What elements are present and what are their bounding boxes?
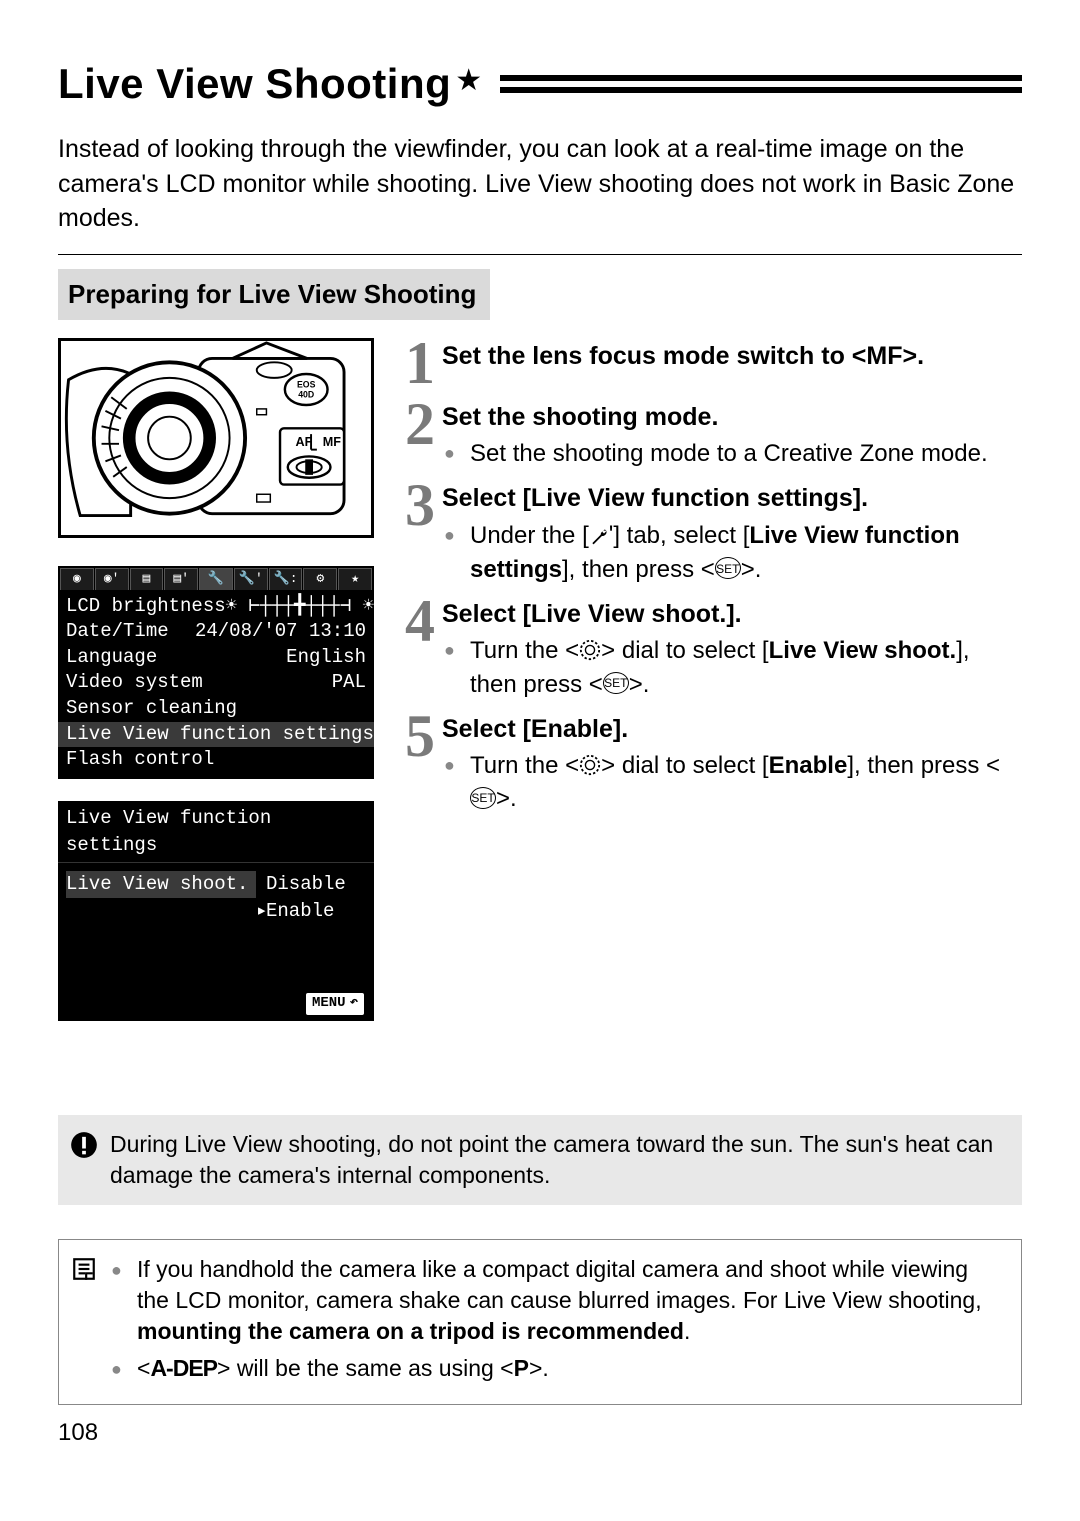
- lcd-menu-row: Video systemPAL: [66, 670, 366, 696]
- step-bullet: ●Turn the <> dial to select [Live View s…: [444, 634, 1022, 700]
- svg-text:40D: 40D: [298, 389, 314, 399]
- step-bullet: ●Set the shooting mode to a Creative Zon…: [444, 437, 1022, 470]
- step-number: 1: [398, 338, 442, 389]
- wrench-icon: ': [589, 518, 614, 551]
- step-title: Select [Enable].: [442, 713, 1022, 746]
- step: 3Select [Live View function settings]. ●U…: [398, 480, 1022, 586]
- step: 1Set the lens focus mode switch to <MF>.: [398, 338, 1022, 389]
- steps-list: 1Set the lens focus mode switch to <MF>.…: [398, 338, 1022, 1021]
- step-bullet: ●Turn the <> dial to select [Enable], th…: [444, 749, 1022, 815]
- intro-paragraph: Instead of looking through the viewfinde…: [58, 132, 1022, 236]
- set-icon: SET: [715, 557, 741, 579]
- set-icon: SET: [603, 672, 629, 694]
- tip-note: ●If you handhold the camera like a compa…: [58, 1239, 1022, 1405]
- page-title-row: Live View Shooting ★: [58, 60, 1022, 108]
- step-title: Select [Live View shoot.].: [442, 598, 1022, 631]
- warning-note: During Live View shooting, do not point …: [58, 1115, 1022, 1205]
- set-icon: SET: [470, 787, 496, 809]
- lcd-menu-row: LCD brightness☀ ⊢┼┼┼╋┼┼┼⊣ ☀: [66, 594, 366, 620]
- lcd-menu-row: Live View function settings: [58, 722, 374, 748]
- step: 2Set the shooting mode.●Set the shooting…: [398, 399, 1022, 471]
- lcd-menu-row: Flash control: [66, 747, 366, 773]
- dial-icon: [579, 754, 601, 776]
- step-number: 5: [398, 711, 442, 816]
- step-number: 2: [398, 399, 442, 471]
- step-title: Set the shooting mode.: [442, 401, 1022, 434]
- step-title: Set the lens focus mode switch to <MF>.: [442, 340, 1022, 373]
- step-bullet: ●Under the ['] tab, select [Live View fu…: [444, 519, 1022, 586]
- svg-text:EOS: EOS: [297, 379, 316, 389]
- lcd-menu-screenshot: ◉◉' ▤▤' 🔧🔧' 🔧:⚙★ LCD brightness☀ ⊢┼┼┼╋┼┼…: [58, 566, 374, 779]
- dial-icon: [579, 639, 601, 661]
- tip-item: ●If you handhold the camera like a compa…: [111, 1254, 1001, 1347]
- svg-text:MF: MF: [323, 434, 342, 448]
- lcd-submenu-title: Live View function settings: [58, 801, 374, 863]
- divider: [58, 254, 1022, 255]
- warning-icon: [70, 1129, 110, 1191]
- tip-item: ●<A-DEP> will be the same as using <P>.: [111, 1353, 1001, 1384]
- lcd-menu-row: Sensor cleaning: [66, 696, 366, 722]
- step: 5Select [Enable].●Turn the <> dial to se…: [398, 711, 1022, 816]
- step-number: 3: [398, 480, 442, 586]
- star-icon: ★: [455, 63, 482, 98]
- step-title: Select [Live View function settings].: [442, 482, 1022, 515]
- tip-list: ●If you handhold the camera like a compa…: [111, 1254, 1001, 1390]
- lcd-submenu-row: ▸Enable: [66, 898, 366, 925]
- section-heading: Preparing for Live View Shooting: [58, 269, 490, 320]
- camera-illustration: EOS 40D AF MF: [58, 338, 374, 538]
- lcd-menu-row: Date/Time24/08/'07 13:10: [66, 619, 366, 645]
- title-bar-decoration: [500, 75, 1022, 93]
- note-icon: [71, 1254, 111, 1390]
- page-title: Live View Shooting: [58, 60, 451, 108]
- lcd-menu-row: LanguageEnglish: [66, 645, 366, 671]
- lcd-submenu-screenshot: Live View function settings Live View sh…: [58, 801, 374, 1021]
- warning-text: During Live View shooting, do not point …: [110, 1129, 1002, 1191]
- page-number: 108: [58, 1419, 1022, 1447]
- step-number: 4: [398, 596, 442, 701]
- svg-text:AF: AF: [296, 434, 313, 448]
- step: 4Select [Live View shoot.].●Turn the <> …: [398, 596, 1022, 701]
- lcd-submenu-row: Live View shoot.Disable: [66, 871, 366, 898]
- menu-back-label: MENU↶: [306, 993, 364, 1015]
